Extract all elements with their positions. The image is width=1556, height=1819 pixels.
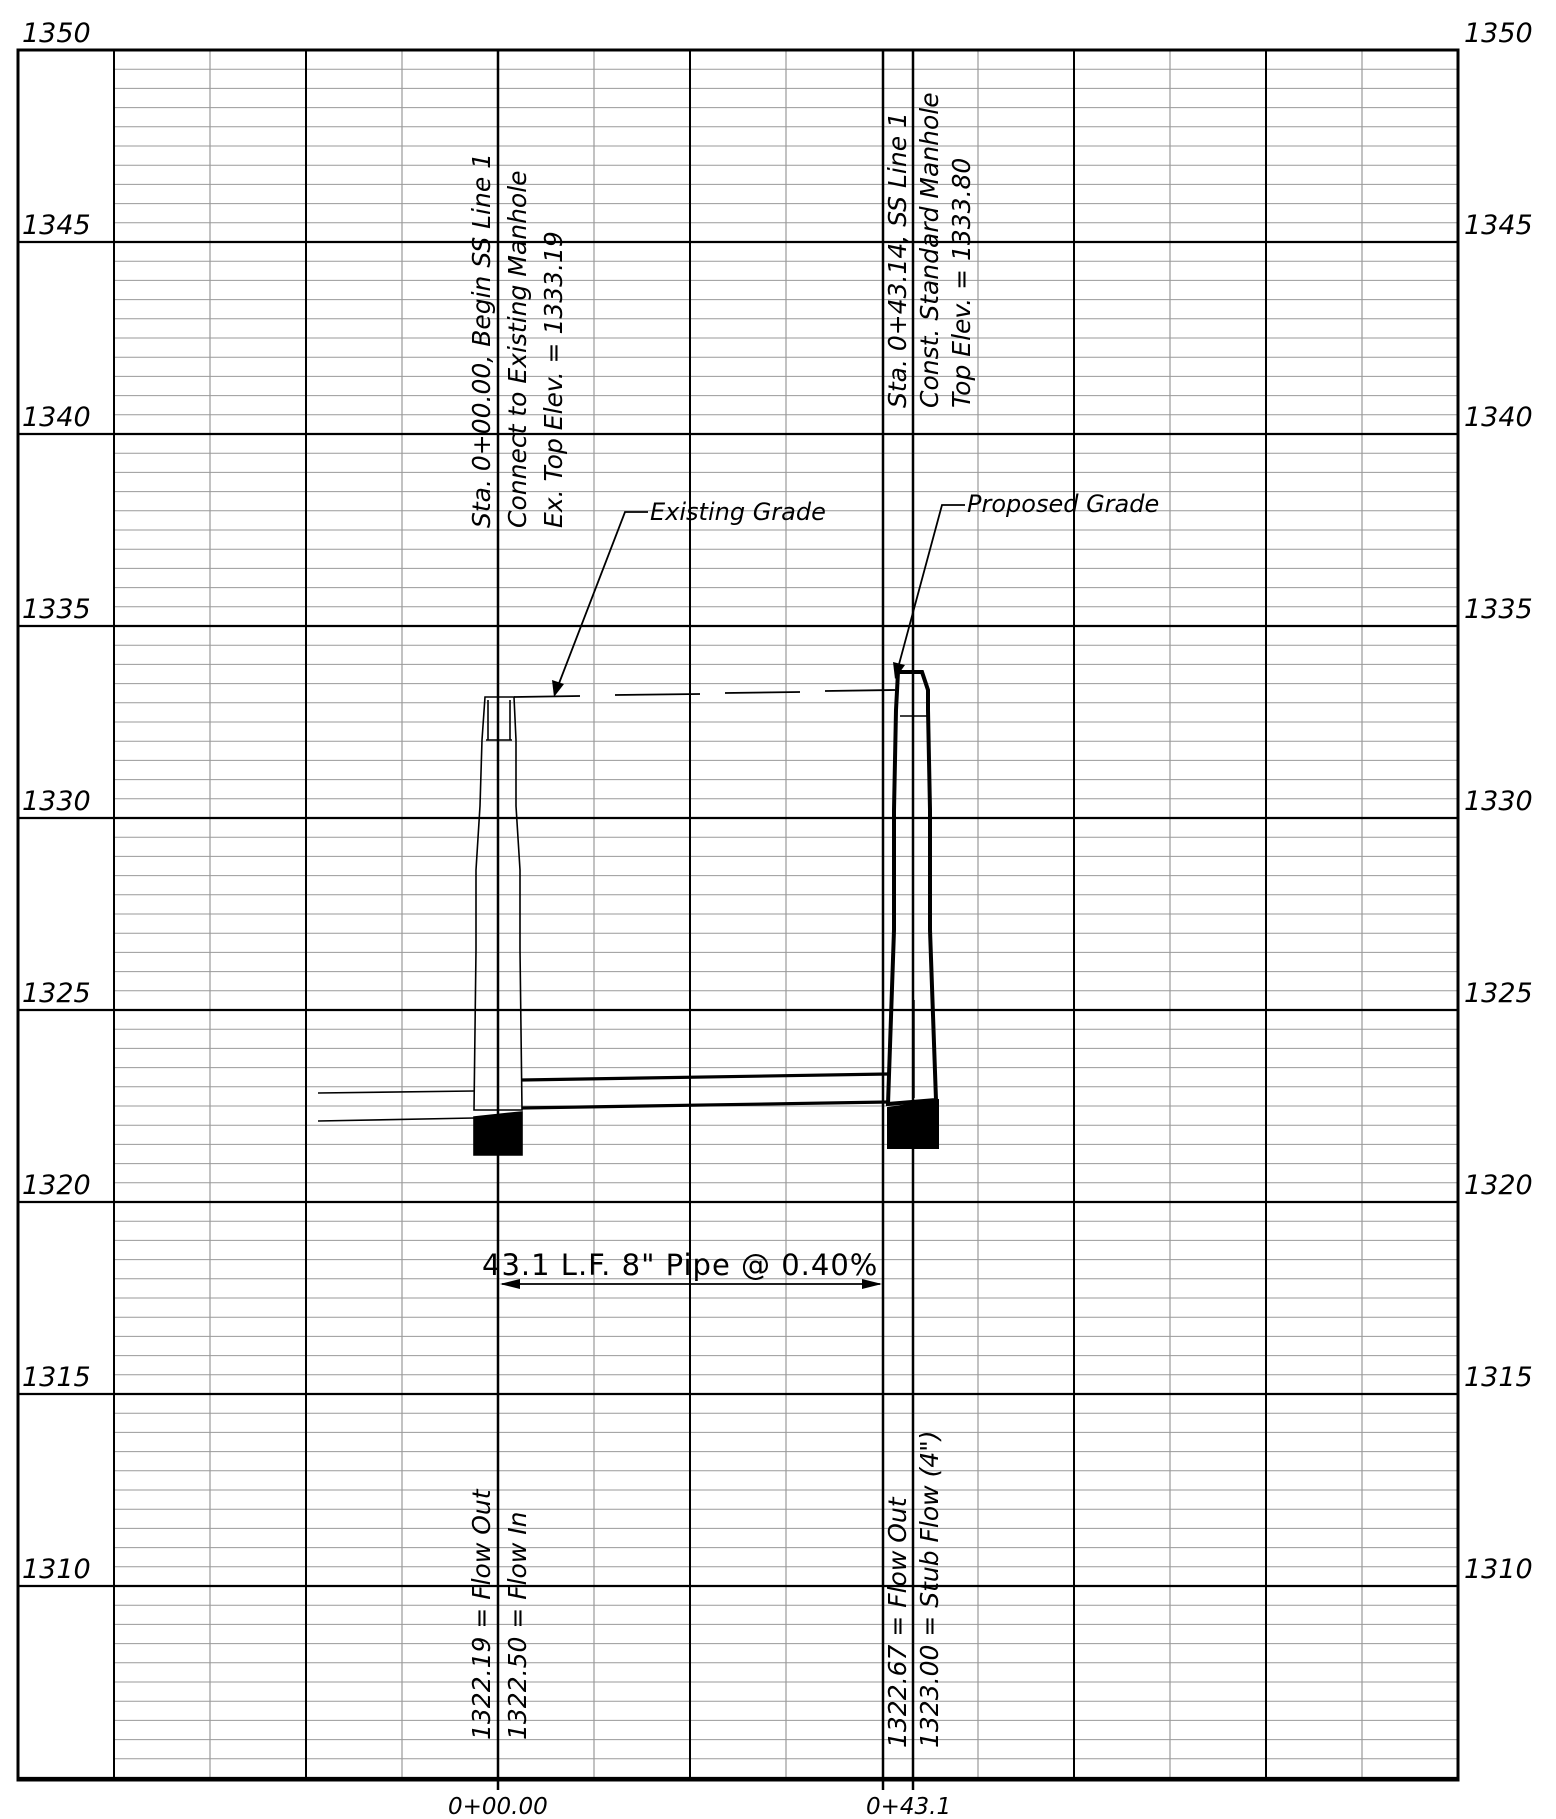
major-grid-horizontal — [18, 240, 1458, 1780]
end-manhole-inverts: 1322.67 = Flow Out 1323.00 = Stub Flow (… — [883, 1431, 944, 1748]
existing-manhole — [473, 696, 523, 1156]
station-label-end: 0+43.1 — [866, 1794, 951, 1819]
elev-label-left: 1310 — [22, 1554, 91, 1585]
minor-grid-vertical — [209, 50, 1363, 1780]
proposed-manhole — [885, 670, 939, 1149]
elev-label-right: 1350 — [1464, 18, 1533, 49]
dimension-arrow-left — [500, 1279, 520, 1289]
elev-label-right: 1310 — [1464, 1554, 1533, 1585]
pipe-dimension: 43.1 L.F. 8" Pipe @ 0.40% — [482, 1248, 882, 1289]
incoming-pipe-line — [317, 1117, 475, 1122]
elev-label-left: 1340 — [22, 402, 91, 433]
incoming-pipe-line — [317, 1090, 475, 1094]
start-manhole-note: Sta. 0+00.00, Begin SS Line 1 — [467, 153, 496, 528]
end-manhole-notes: Sta. 0+43.14, SS Line 1 Const. Standard … — [883, 92, 976, 408]
elev-label-right: 1320 — [1464, 1170, 1533, 1201]
existing-grade-line — [513, 689, 896, 698]
elev-label-right: 1325 — [1464, 978, 1533, 1009]
major-grid-vertical — [113, 50, 1267, 1780]
dimension-arrow-right — [862, 1279, 882, 1289]
start-manhole-note: Ex. Top Elev. = 1333.19 — [539, 231, 568, 528]
elev-label-left: 1350 — [22, 18, 91, 49]
profile-frame — [16, 48, 1460, 1782]
elev-label-right: 1315 — [1464, 1362, 1533, 1393]
existing-grade-callout: Existing Grade — [552, 498, 826, 697]
elevation-labels-left: 1350 1345 1340 1335 1330 1325 1320 1315 … — [22, 18, 91, 1585]
elev-label-left: 1315 — [22, 1362, 91, 1393]
start-manhole-note: Connect to Existing Manhole — [503, 170, 532, 528]
elevation-labels-right: 1350 1345 1340 1335 1330 1325 1320 1315 … — [1464, 18, 1533, 1585]
start-invert-note: 1322.50 = Flow In — [503, 1512, 532, 1740]
leader-arrowhead — [552, 680, 564, 697]
elev-label-right: 1330 — [1464, 786, 1533, 817]
elev-label-left: 1320 — [22, 1170, 91, 1201]
elev-label-right: 1340 — [1464, 402, 1533, 433]
end-manhole-note: Top Elev. = 1333.80 — [947, 158, 976, 408]
existing-grade-leader — [557, 511, 648, 687]
start-invert-note: 1322.19 = Flow Out — [467, 1488, 496, 1740]
start-manhole-inverts: 1322.19 = Flow Out 1322.50 = Flow In — [467, 1488, 532, 1740]
end-invert-note: 1323.00 = Stub Flow (4") — [915, 1431, 944, 1748]
end-manhole-note: Sta. 0+43.14, SS Line 1 — [883, 112, 912, 408]
proposed-grade-label: Proposed Grade — [967, 490, 1159, 518]
elev-label-left: 1335 — [22, 594, 91, 625]
end-invert-note: 1322.67 = Flow Out — [883, 1496, 912, 1748]
existing-grade-label: Existing Grade — [650, 498, 826, 526]
elev-label-right: 1335 — [1464, 594, 1533, 625]
elev-label-right: 1345 — [1464, 210, 1533, 241]
pipe-length-label: 43.1 L.F. 8" Pipe @ 0.40% — [482, 1248, 878, 1282]
proposed-grade-callout: Proposed Grade — [893, 490, 1159, 679]
proposed-grade-leader — [897, 504, 965, 669]
elev-label-left: 1345 — [22, 210, 91, 241]
proposed-pipe — [521, 1072, 889, 1110]
start-manhole-notes: Sta. 0+00.00, Begin SS Line 1 Connect to… — [467, 153, 568, 528]
station-label-start: 0+00.00 — [448, 1794, 548, 1819]
end-manhole-note: Const. Standard Manhole — [915, 92, 944, 408]
elev-label-left: 1330 — [22, 786, 91, 817]
elev-label-left: 1325 — [22, 978, 91, 1009]
